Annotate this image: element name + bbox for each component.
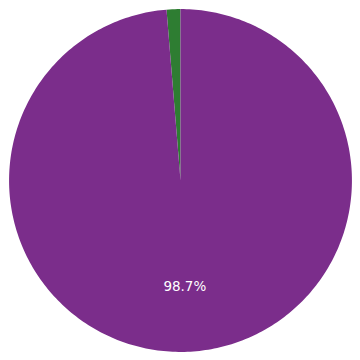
svg-text:98.7%: 98.7% [163,278,206,294]
